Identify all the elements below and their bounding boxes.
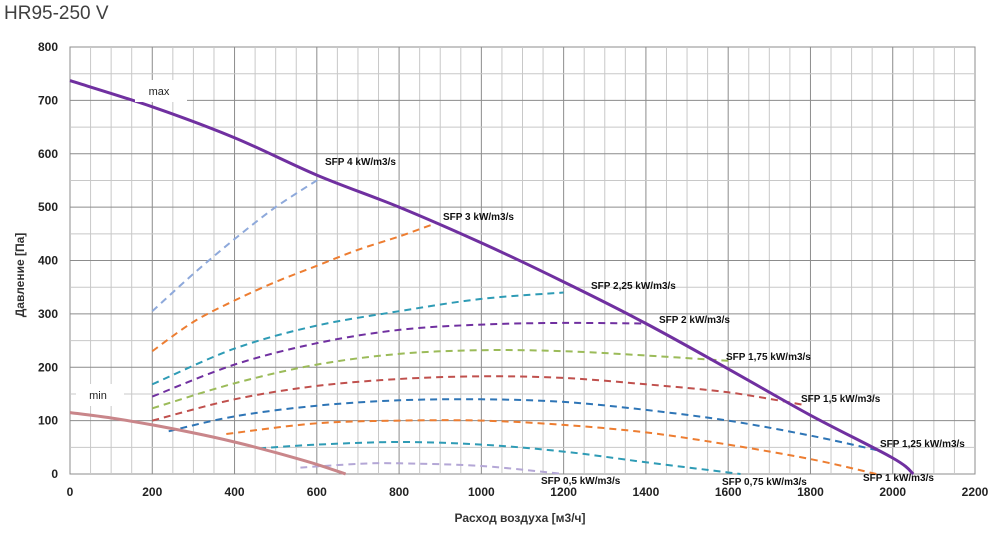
sfp-series-label: SFP 3 kW/m3/s: [443, 212, 514, 223]
sfp-series-label: SFP 0,75 kW/m3/s: [722, 477, 807, 488]
x-tick-label: 800: [389, 485, 409, 499]
sfp-series-label: SFP 2,25 kW/m3/s: [591, 281, 676, 292]
x-axis-label: Расход воздуха [м3/ч]: [455, 511, 586, 525]
y-tick-label: 700: [38, 93, 58, 107]
y-tick-label: 100: [38, 414, 58, 428]
callout-label-max: max: [149, 86, 170, 98]
fan-curve-min: [69, 411, 347, 476]
x-tick-label: 2000: [879, 485, 906, 499]
y-tick-label: 400: [38, 254, 58, 268]
sfp-series-line: [151, 321, 646, 398]
y-tick-label: 300: [38, 307, 58, 321]
callout-box-max: [135, 80, 187, 102]
y-tick-label: 800: [38, 40, 58, 54]
sfp-series-line: [151, 176, 322, 312]
y-tick-label: 200: [38, 360, 58, 374]
sfp-series-label: SFP 0,5 kW/m3/s: [541, 476, 621, 487]
x-tick-label: 1200: [550, 485, 577, 499]
sfp-series-label: SFP 1 kW/m3/s: [863, 473, 934, 484]
x-tick-label: 400: [225, 485, 245, 499]
callout-box-min: [76, 384, 124, 406]
sfp-series-line: [168, 398, 877, 451]
x-tick-label: 1400: [633, 485, 660, 499]
series-lines: [69, 79, 915, 476]
callouts: max min: [76, 80, 187, 406]
x-tick-label: 600: [307, 485, 327, 499]
sfp-series-line: [151, 222, 437, 353]
sfp-series-label: SFP 1,25 kW/m3/s: [880, 439, 965, 450]
x-tick-label: 1000: [468, 485, 495, 499]
sfp-series-line: [259, 440, 741, 475]
y-tick-label: 0: [51, 467, 58, 481]
chart-title: HR95-250 V: [4, 3, 109, 24]
y-tick-label: 600: [38, 147, 58, 161]
x-tick-label: 0: [67, 485, 74, 499]
callout-label-min: min: [89, 390, 107, 402]
sfp-series-label: SFP 1,75 kW/m3/s: [726, 352, 811, 363]
sfp-series-line: [152, 349, 729, 410]
sfp-series-label: SFP 1,5 kW/m3/s: [801, 394, 881, 405]
y-axis-label: Давление [Па]: [13, 233, 27, 318]
x-tick-label: 1600: [715, 485, 742, 499]
sfp-series-line: [226, 419, 877, 475]
sfp-series-label: SFP 4 kW/m3/s: [325, 157, 396, 168]
x-tick-label: 2200: [962, 485, 989, 499]
series-labels: SFP 4 kW/m3/s SFP 3 kW/m3/s SFP 2,25 kW/m3…: [325, 157, 965, 488]
y-tick-labels: 0 100 200 300 400 500 600 700 800: [38, 40, 58, 481]
x-tick-label: 1800: [797, 485, 824, 499]
sfp-series-line: [151, 291, 564, 386]
sfp-series-label: SFP 2 kW/m3/s: [659, 315, 730, 326]
x-tick-label: 200: [142, 485, 162, 499]
y-tick-label: 500: [38, 200, 58, 214]
x-tick-labels: 0 200 400 600 800 1000 1200 1400 1600 1800 2000 220…: [67, 485, 989, 499]
sfp-series-line: [152, 375, 803, 422]
fan-curve-max: [69, 79, 915, 476]
